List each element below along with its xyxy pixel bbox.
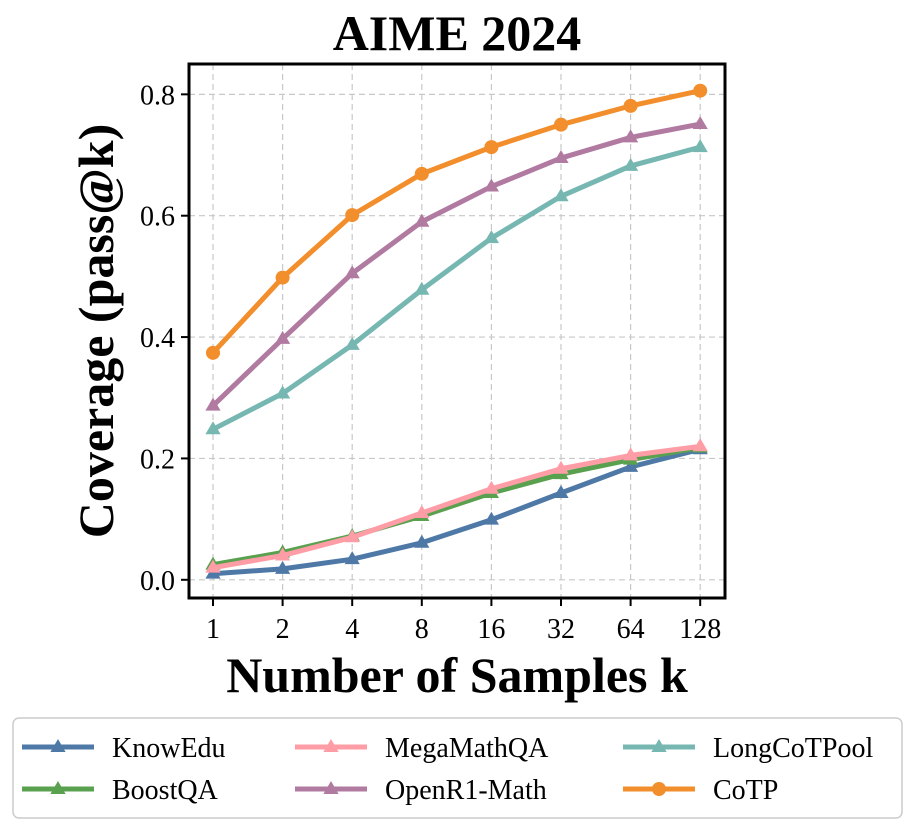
data-point-knowedu xyxy=(623,458,639,472)
data-point-megamathqa xyxy=(692,438,708,452)
data-point-cotp xyxy=(345,208,360,223)
data-point-megamathqa xyxy=(553,460,569,474)
data-point-openr1-math xyxy=(692,116,708,130)
x-tick-label: 1 xyxy=(206,614,220,645)
legend-item-megamathqa: MegaMathQA xyxy=(295,733,549,764)
x-tick-label: 16 xyxy=(477,614,505,645)
y-axis-label: Coverage (pass@k) xyxy=(68,124,124,539)
legend-frame xyxy=(12,717,903,819)
x-tick-label: 32 xyxy=(547,614,575,645)
data-point-openr1-math xyxy=(205,397,221,411)
data-point-megamathqa xyxy=(275,547,291,561)
legend-label: OpenR1-Math xyxy=(385,775,547,806)
data-point-openr1-math xyxy=(623,129,639,143)
series-line-knowedu xyxy=(210,446,703,577)
plot-frame xyxy=(187,62,727,600)
data-point-cotp xyxy=(554,117,568,132)
data-point-knowedu xyxy=(414,534,430,548)
data-point-cotp xyxy=(693,83,708,98)
data-point-megamathqa xyxy=(344,529,360,543)
data-point-cotp xyxy=(275,270,290,285)
legend-item-knowedu: KnowEdu xyxy=(22,733,226,764)
data-point-longcotpool xyxy=(623,157,639,171)
legend-marker xyxy=(323,739,339,752)
legend-item-longcotpool: LongCoTPool xyxy=(623,733,873,764)
series-cotp xyxy=(206,83,708,360)
legend-label: MegaMathQA xyxy=(385,733,549,764)
axis-ticks: 1 2 4 8 16 32 64 128 0.0 0.2 0.4 0.6 0.8 xyxy=(140,80,721,645)
legend-item-boostqa: BoostQA xyxy=(22,775,219,806)
data-point-openr1-math xyxy=(483,178,499,192)
legend-label: KnowEdu xyxy=(112,733,226,764)
legend-label: CoTP xyxy=(713,775,778,806)
series-megamathqa xyxy=(205,438,708,573)
series-longcotpool xyxy=(205,139,708,435)
series-openr1-math xyxy=(205,116,708,411)
legend-label: LongCoTPool xyxy=(713,733,873,764)
data-point-openr1-math xyxy=(553,150,569,164)
series-line-cotp xyxy=(210,88,703,356)
grid-lines xyxy=(189,64,725,598)
data-point-knowedu xyxy=(275,560,291,574)
data-point-cotp xyxy=(484,140,499,155)
x-tick-label: 128 xyxy=(679,614,721,645)
data-point-megamathqa xyxy=(414,505,430,519)
y-tick-label: 0.0 xyxy=(140,566,175,597)
y-tick-label: 0.4 xyxy=(140,323,175,354)
series-line-longcotpool xyxy=(210,144,703,432)
data-point-longcotpool xyxy=(553,188,569,202)
series-line-boostqa xyxy=(210,445,703,568)
data-point-cotp xyxy=(623,98,638,113)
y-tick-label: 0.6 xyxy=(140,202,175,233)
legend-label: BoostQA xyxy=(112,775,219,806)
data-point-cotp xyxy=(414,166,429,181)
data-point-knowedu xyxy=(483,511,499,525)
legend-marker xyxy=(651,739,667,752)
data-point-longcotpool xyxy=(344,336,360,350)
legend-marker xyxy=(652,782,666,796)
legend-item-openr1-math: OpenR1-Math xyxy=(295,775,547,806)
series-layer xyxy=(205,83,708,579)
x-tick-label: 2 xyxy=(276,614,290,645)
legend-marker xyxy=(323,781,339,794)
data-point-longcotpool xyxy=(205,421,221,435)
y-tick-label: 0.8 xyxy=(140,80,175,111)
series-line-megamathqa xyxy=(210,443,703,571)
x-tick-label: 8 xyxy=(415,614,429,645)
data-point-longcotpool xyxy=(414,281,430,295)
data-point-openr1-math xyxy=(275,330,291,344)
series-line-openr1-math xyxy=(210,121,703,409)
x-tick-label: 64 xyxy=(617,614,645,645)
legend: KnowEdu BoostQA MegaMathQA OpenR1-Math LongC… xyxy=(12,717,903,819)
data-point-knowedu xyxy=(553,485,569,498)
legend-item-cotp: CoTP xyxy=(623,775,778,806)
data-point-openr1-math xyxy=(344,265,360,279)
data-point-longcotpool xyxy=(483,230,499,244)
chart-title: AIME 2024 xyxy=(333,5,582,61)
data-point-knowedu xyxy=(344,551,360,565)
legend-marker xyxy=(50,739,66,752)
data-point-longcotpool xyxy=(692,139,708,153)
data-point-megamathqa xyxy=(483,480,499,494)
data-point-cotp xyxy=(206,345,220,360)
x-tick-label: 4 xyxy=(345,614,359,645)
data-point-megamathqa xyxy=(205,559,221,573)
data-point-megamathqa xyxy=(623,447,639,461)
data-point-longcotpool xyxy=(275,385,291,399)
legend-marker xyxy=(50,781,66,794)
x-axis-label: Number of Samples k xyxy=(226,647,688,703)
y-tick-label: 0.2 xyxy=(140,444,175,475)
data-point-openr1-math xyxy=(414,213,430,227)
